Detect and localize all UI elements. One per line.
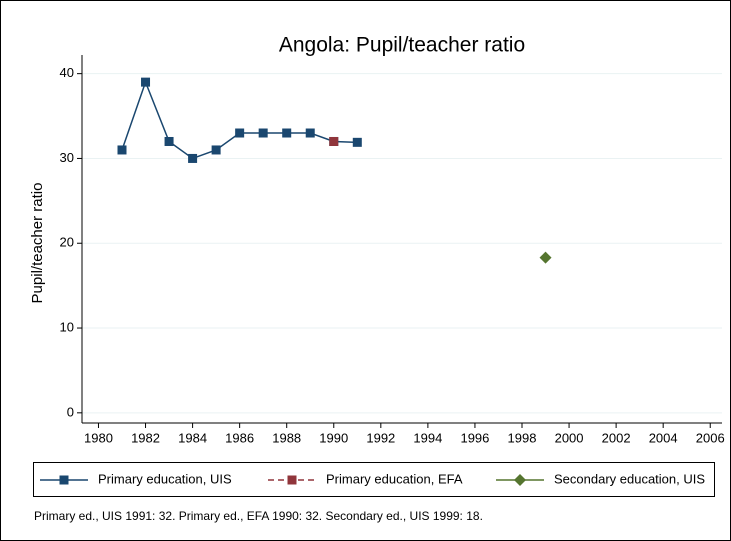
marker: [235, 128, 245, 138]
marker: [164, 136, 174, 146]
y-tick-label: 0: [67, 404, 74, 419]
marker: [539, 251, 552, 264]
marker: [211, 145, 221, 155]
marker: [305, 128, 315, 138]
marker: [329, 136, 339, 146]
legend-box: [33, 462, 715, 497]
x-tick-label: 1992: [366, 430, 395, 445]
legend-marker: [287, 475, 297, 485]
legend-label: Primary education, EFA: [326, 471, 463, 486]
marker: [188, 153, 198, 163]
legend-label: Secondary education, UIS: [554, 471, 705, 486]
x-tick-label: 1988: [272, 430, 301, 445]
x-tick-label: 1996: [460, 430, 489, 445]
x-tick-label: 1998: [508, 430, 537, 445]
x-tick-label: 1986: [225, 430, 254, 445]
legend-marker: [514, 474, 526, 486]
y-tick-label: 40: [60, 65, 74, 80]
y-axis-label: Pupil/teacher ratio: [29, 183, 46, 304]
note: Primary ed., UIS 1991: 32. Primary ed., …: [34, 509, 483, 523]
marker: [352, 137, 362, 147]
x-tick-label: 2006: [696, 430, 725, 445]
x-tick-label: 2002: [602, 430, 631, 445]
marker: [141, 77, 151, 87]
legend-marker: [59, 475, 69, 485]
marker: [258, 128, 268, 138]
y-tick-label: 10: [60, 319, 74, 334]
x-tick-label: 1980: [84, 430, 113, 445]
marker: [117, 145, 127, 155]
x-tick-label: 2000: [555, 430, 584, 445]
y-tick-label: 20: [60, 235, 74, 250]
y-tick-label: 30: [60, 150, 74, 165]
x-tick-label: 1994: [413, 430, 442, 445]
x-tick-label: 2004: [649, 430, 678, 445]
marker: [282, 128, 292, 138]
x-tick-label: 1990: [319, 430, 348, 445]
x-tick-label: 1982: [131, 430, 160, 445]
x-tick-label: 1984: [178, 430, 207, 445]
chart-title: Angola: Pupil/teacher ratio: [279, 34, 525, 57]
legend-label: Primary education, UIS: [98, 471, 232, 486]
